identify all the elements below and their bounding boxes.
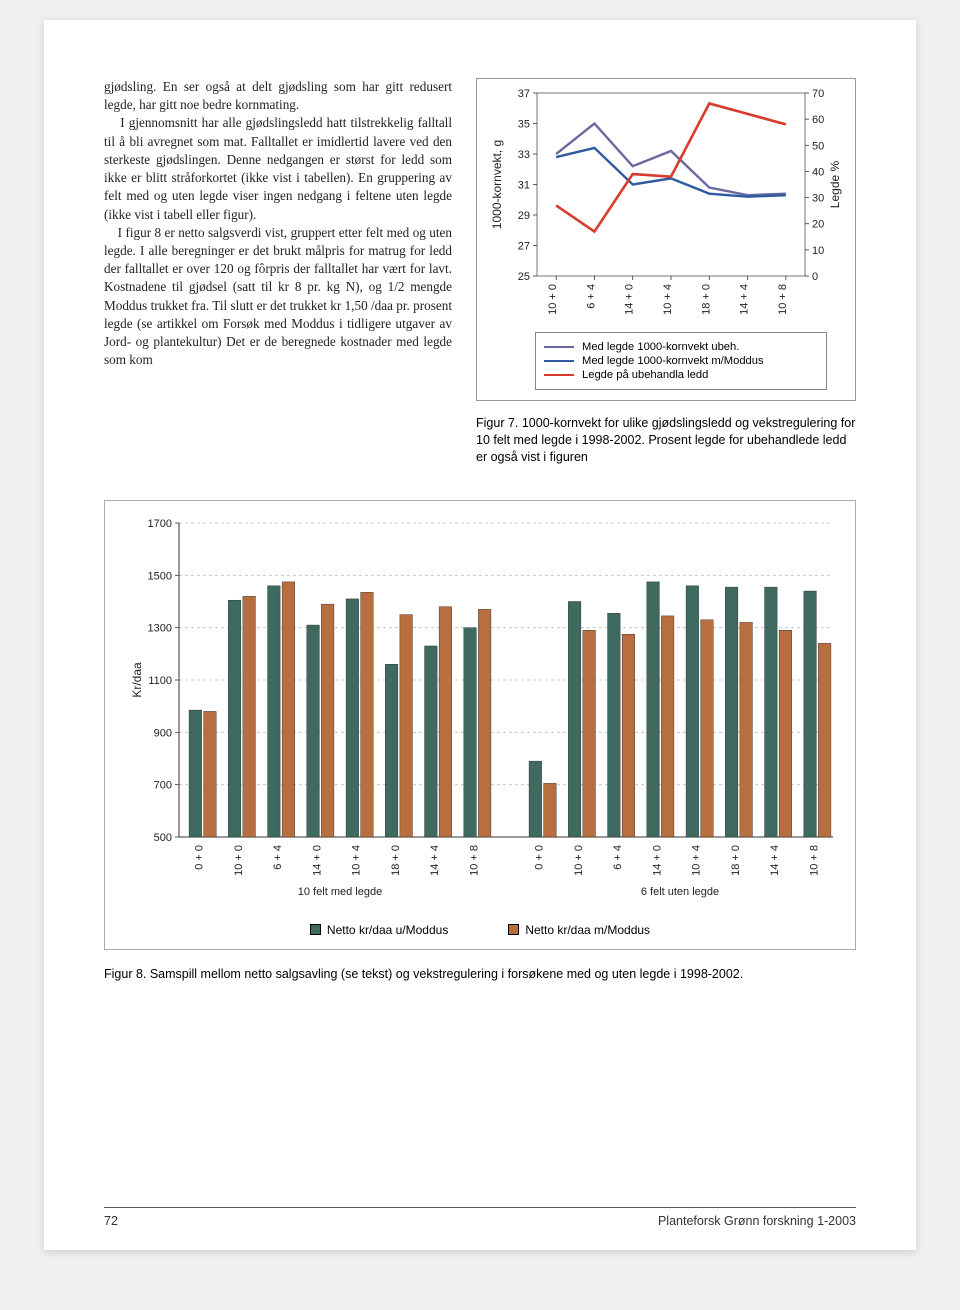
svg-text:0: 0 [812, 271, 818, 283]
svg-text:1300: 1300 [148, 622, 172, 634]
svg-text:14 + 4: 14 + 4 [429, 845, 441, 876]
figure-7-block: 25 27 29 31 33 35 37 0 10 20 30 40 50 60 70 10 + 0 6 + 4… [476, 78, 856, 466]
svg-text:29: 29 [518, 210, 530, 222]
svg-text:18 + 0: 18 + 0 [390, 845, 402, 876]
svg-text:6 + 4: 6 + 4 [585, 284, 597, 309]
figure-7-caption: Figur 7. 1000-kornvekt for ulike gjødsli… [476, 415, 856, 466]
page-number: 72 [104, 1214, 118, 1228]
svg-text:18 + 0: 18 + 0 [700, 284, 712, 315]
svg-text:1000-kornvekt, g: 1000-kornvekt, g [490, 140, 504, 229]
svg-text:1100: 1100 [148, 675, 172, 687]
svg-text:10 + 0: 10 + 0 [547, 284, 559, 315]
svg-text:500: 500 [154, 832, 172, 844]
svg-text:60: 60 [812, 114, 824, 126]
svg-text:Legde %: Legde % [828, 160, 842, 208]
svg-text:6 + 4: 6 + 4 [272, 845, 284, 870]
svg-text:10 + 0: 10 + 0 [573, 845, 585, 876]
svg-text:30: 30 [812, 193, 824, 205]
svg-text:35: 35 [518, 119, 530, 131]
svg-text:0 + 0: 0 + 0 [194, 845, 206, 870]
svg-text:25: 25 [518, 271, 530, 283]
svg-text:10 + 0: 10 + 0 [233, 845, 245, 876]
svg-text:14 + 0: 14 + 0 [311, 845, 323, 876]
svg-text:10 + 8: 10 + 8 [777, 284, 789, 315]
svg-text:40: 40 [812, 166, 824, 178]
svg-text:1700: 1700 [148, 518, 172, 530]
bar-chart-svg: 500 700 900 1100 1300 1500 1700 Kr/daa 0 + 0 10 +… [123, 515, 843, 915]
bar-chart-legend: Netto kr/daa u/Moddus Netto kr/daa m/Modd… [123, 923, 837, 937]
line-chart: 25 27 29 31 33 35 37 0 10 20 30 40 50 60 70 10 + 0 6 + 4… [476, 78, 856, 401]
svg-text:0 + 0: 0 + 0 [534, 845, 546, 870]
legend-item: Med legde 1000-kornvekt ubeh. [544, 341, 818, 353]
svg-text:700: 700 [154, 779, 172, 791]
legend-item: Legde på ubehandla ledd [544, 369, 818, 381]
svg-text:33: 33 [518, 149, 530, 161]
legend-item: Netto kr/daa m/Moddus [508, 923, 650, 937]
svg-text:10 + 8: 10 + 8 [808, 845, 820, 876]
svg-text:10: 10 [812, 245, 824, 257]
svg-text:20: 20 [812, 219, 824, 231]
svg-text:10 + 4: 10 + 4 [691, 845, 703, 876]
page-footer: 72 Planteforsk Grønn forskning 1-2003 [104, 1207, 856, 1228]
svg-text:10 + 4: 10 + 4 [351, 845, 363, 876]
legend-item: Med legde 1000-kornvekt m/Moddus [544, 355, 818, 367]
svg-text:14 + 0: 14 + 0 [651, 845, 663, 876]
publication-ref: Planteforsk Grønn forskning 1-2003 [658, 1214, 856, 1228]
svg-text:Kr/daa: Kr/daa [130, 662, 144, 698]
svg-text:14 + 0: 14 + 0 [624, 284, 636, 315]
svg-text:37: 37 [518, 88, 530, 100]
figure-8-caption: Figur 8. Samspill mellom netto salgsavli… [104, 966, 856, 983]
body-text: gjødsling. En ser også at delt gjødsling… [104, 78, 452, 466]
svg-text:50: 50 [812, 140, 824, 152]
svg-text:14 + 4: 14 + 4 [769, 845, 781, 876]
svg-text:18 + 0: 18 + 0 [730, 845, 742, 876]
svg-text:6 felt uten legde: 6 felt uten legde [641, 886, 719, 898]
top-row: gjødsling. En ser også at delt gjødsling… [104, 78, 856, 466]
svg-text:10 felt med legde: 10 felt med legde [298, 886, 382, 898]
page: gjødsling. En ser også at delt gjødsling… [44, 20, 916, 1250]
svg-text:10 + 8: 10 + 8 [468, 845, 480, 876]
line-chart-svg: 25 27 29 31 33 35 37 0 10 20 30 40 50 60 70 10 + 0 6 + 4… [487, 87, 847, 322]
line-chart-legend: Med legde 1000-kornvekt ubeh. Med legde 1… [535, 332, 827, 390]
legend-item: Netto kr/daa u/Moddus [310, 923, 448, 937]
figure-8-block: 500 700 900 1100 1300 1500 1700 Kr/daa 0 + 0 10 +… [104, 500, 856, 983]
svg-text:1500: 1500 [148, 570, 172, 582]
svg-text:27: 27 [518, 241, 530, 253]
svg-text:900: 900 [154, 727, 172, 739]
svg-text:10 + 4: 10 + 4 [662, 284, 674, 315]
svg-text:70: 70 [812, 88, 824, 100]
svg-text:6 + 4: 6 + 4 [612, 845, 624, 870]
bar-chart: 500 700 900 1100 1300 1500 1700 Kr/daa 0 + 0 10 +… [104, 500, 856, 950]
svg-text:31: 31 [518, 180, 530, 192]
svg-text:14 + 4: 14 + 4 [739, 284, 751, 315]
